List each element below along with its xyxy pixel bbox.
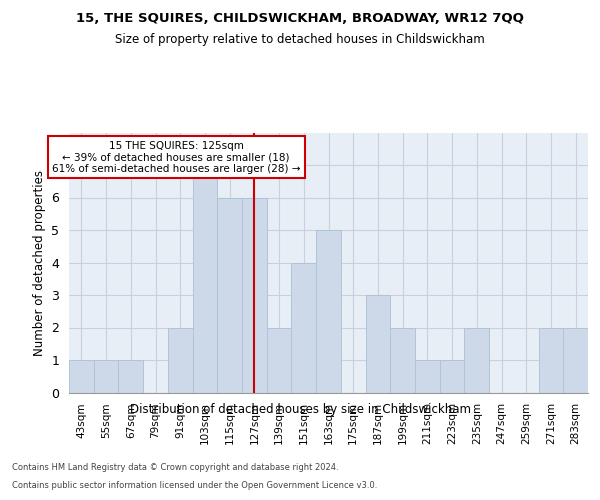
Text: Contains HM Land Registry data © Crown copyright and database right 2024.: Contains HM Land Registry data © Crown c… bbox=[12, 464, 338, 472]
Bar bbox=[539, 328, 563, 392]
Text: Size of property relative to detached houses in Childswickham: Size of property relative to detached ho… bbox=[115, 32, 485, 46]
Bar bbox=[440, 360, 464, 392]
Bar bbox=[267, 328, 292, 392]
Bar bbox=[316, 230, 341, 392]
Bar bbox=[168, 328, 193, 392]
Text: 15 THE SQUIRES: 125sqm
← 39% of detached houses are smaller (18)
61% of semi-det: 15 THE SQUIRES: 125sqm ← 39% of detached… bbox=[52, 140, 301, 174]
Text: Distribution of detached houses by size in Childswickham: Distribution of detached houses by size … bbox=[130, 402, 470, 415]
Bar bbox=[118, 360, 143, 392]
Bar bbox=[415, 360, 440, 392]
Text: 15, THE SQUIRES, CHILDSWICKHAM, BROADWAY, WR12 7QQ: 15, THE SQUIRES, CHILDSWICKHAM, BROADWAY… bbox=[76, 12, 524, 26]
Bar bbox=[69, 360, 94, 392]
Bar bbox=[365, 295, 390, 392]
Bar bbox=[292, 262, 316, 392]
Bar bbox=[217, 198, 242, 392]
Bar bbox=[242, 198, 267, 392]
Bar bbox=[390, 328, 415, 392]
Bar bbox=[94, 360, 118, 392]
Bar bbox=[193, 165, 217, 392]
Text: Contains public sector information licensed under the Open Government Licence v3: Contains public sector information licen… bbox=[12, 481, 377, 490]
Bar bbox=[563, 328, 588, 392]
Y-axis label: Number of detached properties: Number of detached properties bbox=[33, 170, 46, 356]
Bar bbox=[464, 328, 489, 392]
